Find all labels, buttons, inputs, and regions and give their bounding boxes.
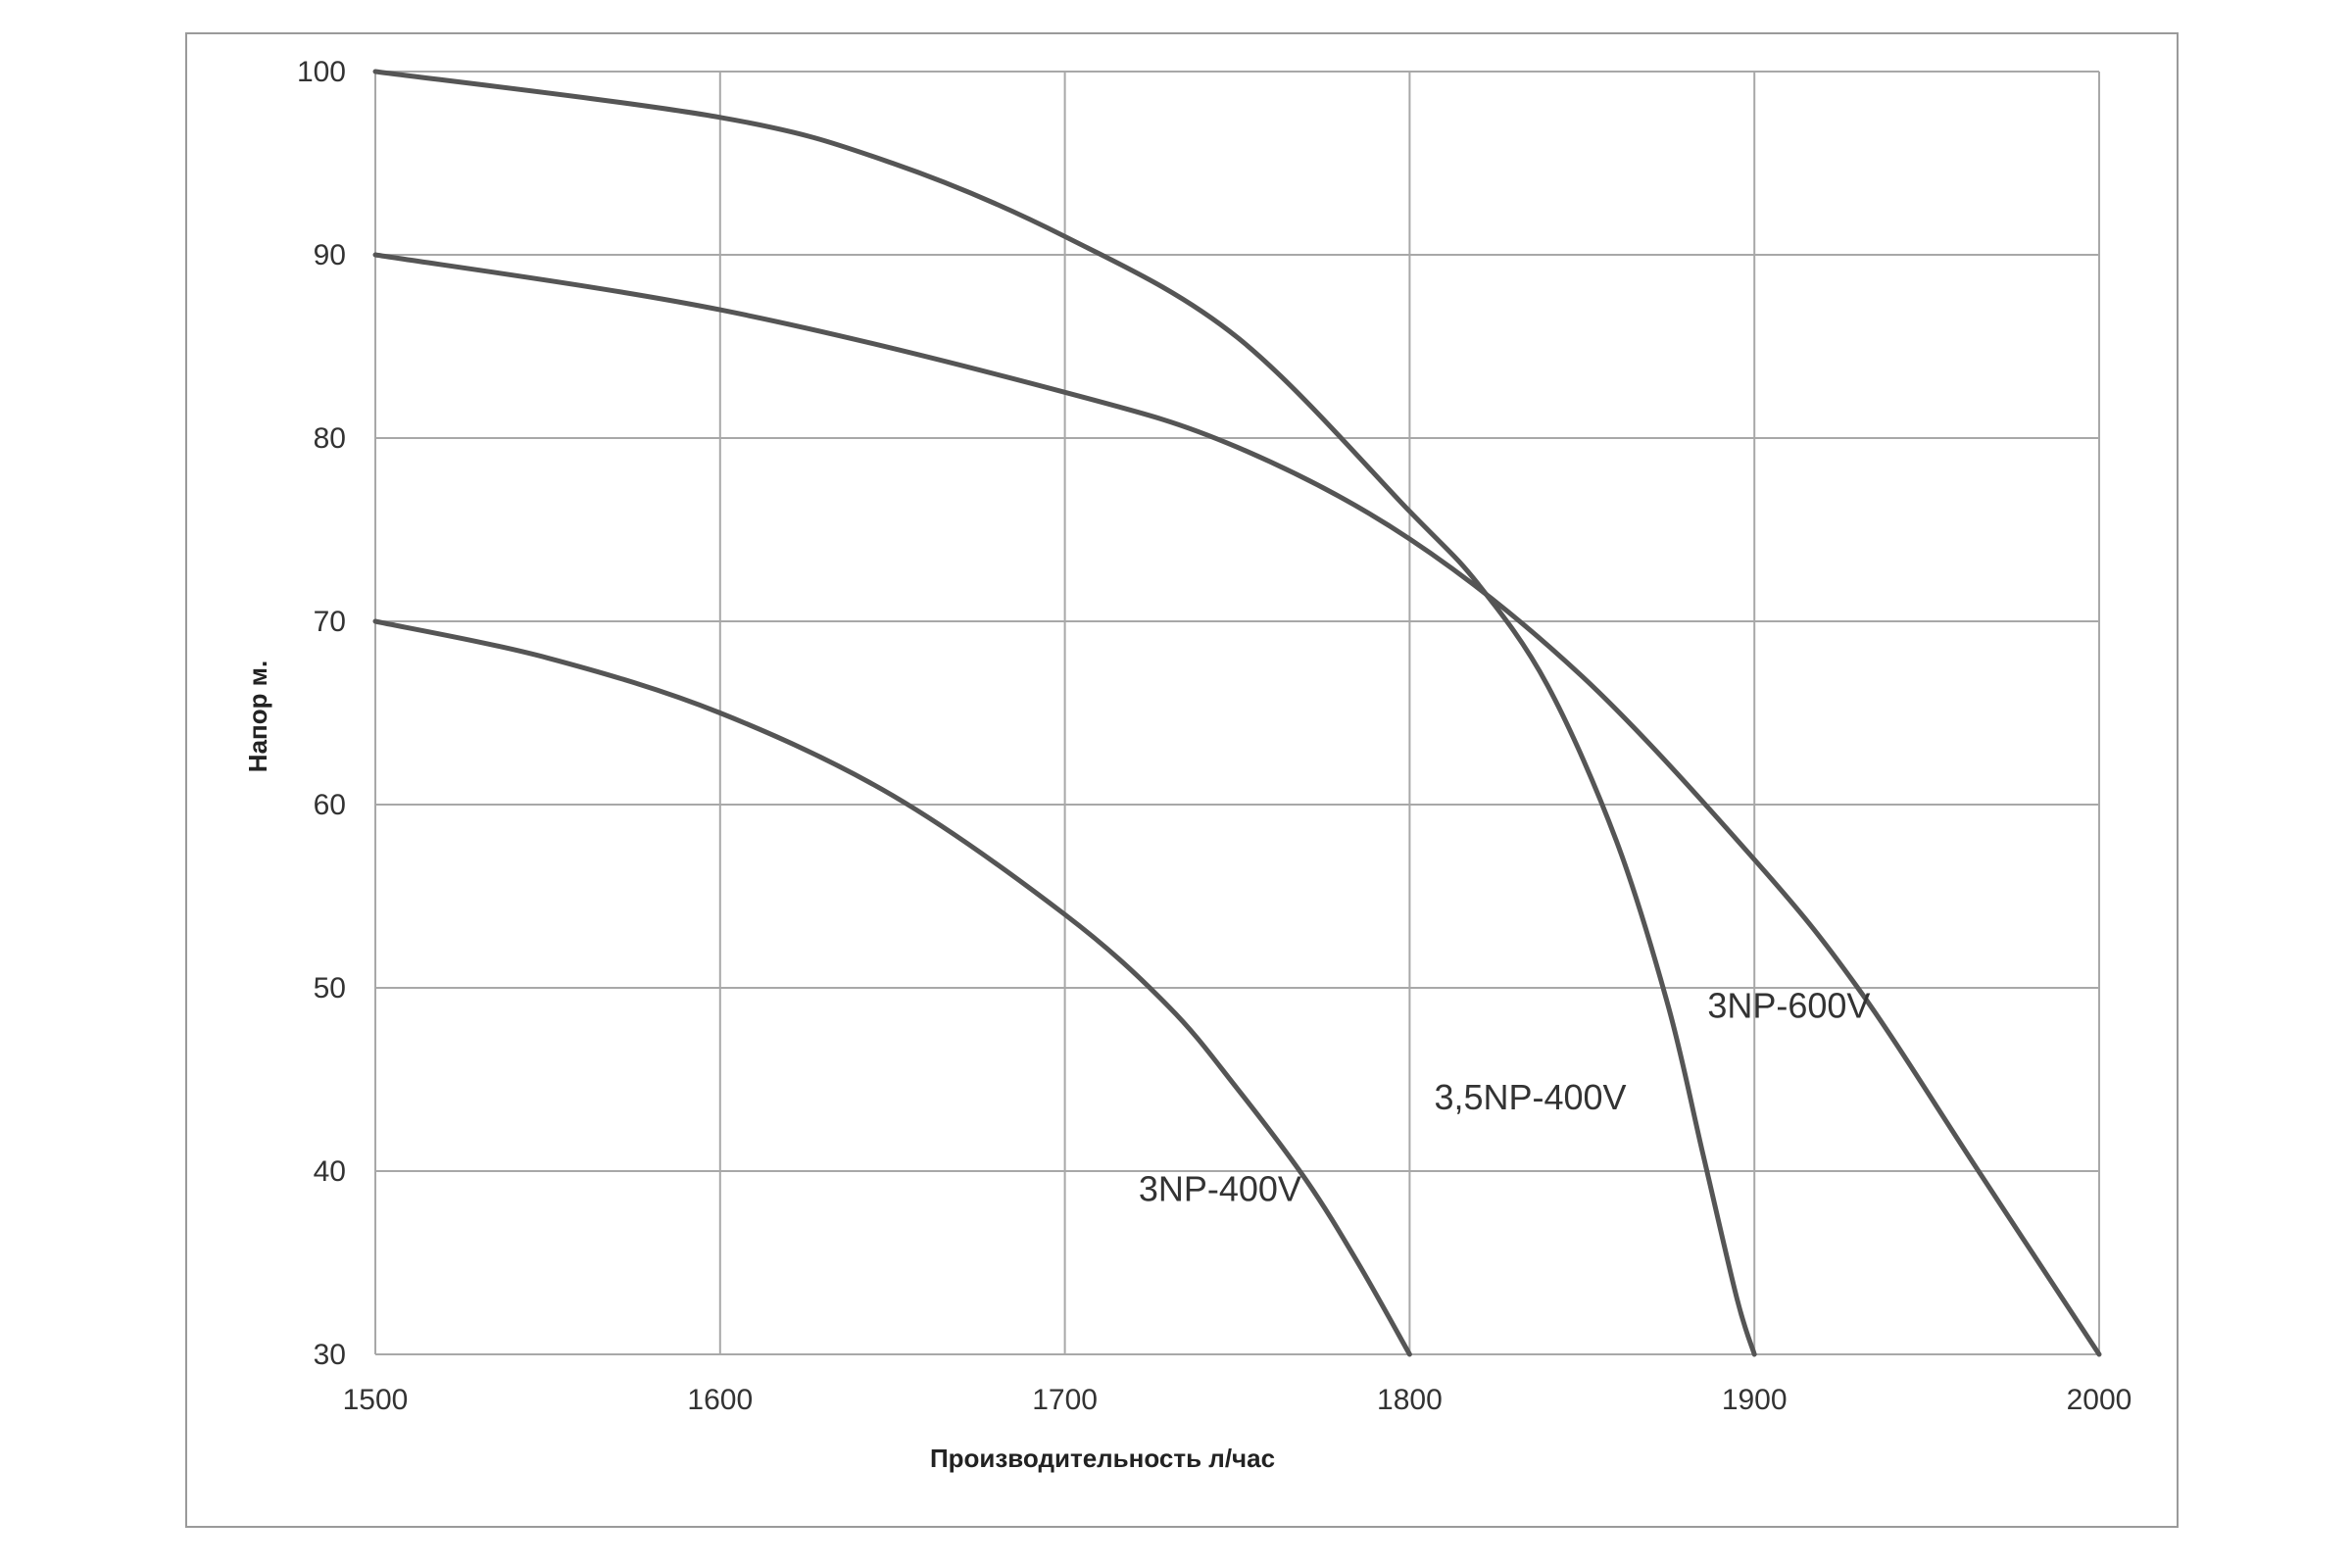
- x-tick-label: 1800: [1377, 1384, 1443, 1416]
- y-axis-title: Напор м.: [243, 661, 272, 772]
- y-tick-label: 40: [314, 1155, 346, 1188]
- x-tick-label: 2000: [2067, 1384, 2132, 1416]
- series-line-3: [372, 252, 2102, 1357]
- series-line-2: [372, 69, 1757, 1357]
- y-tick-label: 50: [314, 972, 346, 1004]
- x-tick-label: 1900: [1722, 1384, 1788, 1416]
- x-axis-title: Производительность л/час: [930, 1444, 1275, 1473]
- series-line-1: [372, 618, 1412, 1357]
- chart-frame: [185, 32, 2179, 1528]
- y-tick-label: 100: [297, 56, 346, 88]
- y-tick-label: 30: [314, 1339, 346, 1371]
- series-lines: [372, 69, 2102, 1357]
- y-tick-label: 90: [314, 239, 346, 271]
- grid: [374, 71, 2100, 1355]
- x-tick-label: 1700: [1032, 1384, 1098, 1416]
- y-tick-label: 70: [314, 606, 346, 638]
- x-tick-label: 1500: [343, 1384, 409, 1416]
- series-label-3: 3NP-600V: [1707, 986, 1870, 1026]
- x-axis-ticks: 1500 1600 1700 1800 1900 2000: [343, 1384, 2132, 1416]
- y-tick-label: 80: [314, 422, 346, 455]
- x-tick-label: 1600: [687, 1384, 753, 1416]
- series-labels: 3NP-400V 3,5NP-400V 3NP-600V: [1139, 986, 1871, 1209]
- y-axis-ticks: 30 40 50 60 70 80 90 100: [297, 56, 346, 1371]
- y-tick-label: 60: [314, 789, 346, 821]
- series-label-2: 3,5NP-400V: [1434, 1077, 1626, 1117]
- series-label-1: 3NP-400V: [1139, 1169, 1301, 1209]
